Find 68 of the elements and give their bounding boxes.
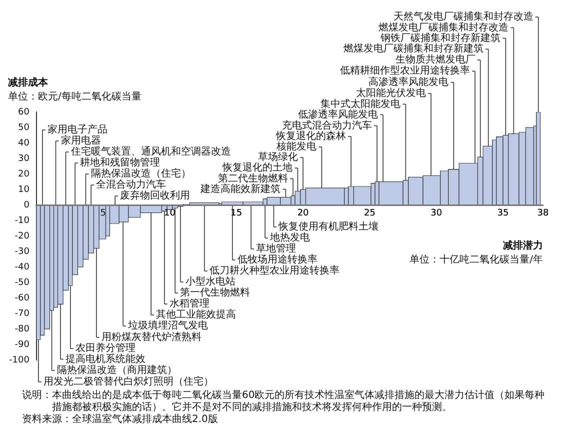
- annotation: 单位：十亿吨二氧化碳当量/年: [410, 254, 543, 266]
- annotation: 隔热保温改造（住宅）: [90, 168, 191, 180]
- annotation: 恢复使用有机肥料土壤: [278, 220, 379, 233]
- x-tick-label: 38: [537, 208, 549, 219]
- annotation: 恢复退化的土地: [222, 162, 293, 174]
- annotation: 家用电器: [60, 134, 101, 147]
- annotation: 建造高能效新建筑: [200, 182, 281, 195]
- annotation: 用发光二极管替代白炽灯照明（住宅）: [43, 375, 214, 388]
- annotation: 恢复退化的森林: [275, 130, 346, 142]
- annotation: 耕地和残留物管理: [80, 156, 160, 169]
- annotation: 水稻管理: [169, 298, 210, 310]
- annotation: 提高电机系统能效: [65, 352, 146, 365]
- annotation: 低刀耕火种型农业用途转换率: [209, 264, 340, 277]
- annotation: 天然气发电厂碳捕集和封存改造: [393, 10, 534, 23]
- annotation: 用粉煤灰替代炉渣熟料: [101, 330, 202, 343]
- annotation: 住宅暖气装置、通风机和空调器改造: [70, 146, 231, 158]
- y-tick-label: 20: [18, 169, 30, 180]
- y-tick-label: 10: [18, 184, 30, 195]
- annotation: 第二代生物燃料: [218, 172, 288, 184]
- annotation: 其他工业能效提高: [156, 308, 236, 321]
- y-tick-label: -90: [14, 340, 30, 350]
- x-tick-label: 5: [100, 208, 106, 219]
- x-axis-title: 减排潜力: [503, 240, 543, 252]
- y-tick-label: -80: [14, 324, 30, 334]
- text: 资料来源：全球温室气体减排成本曲线2.0版: [22, 414, 219, 426]
- y-tick-label: 50: [18, 122, 30, 133]
- annotation: 垃圾填埋沼气发电: [127, 320, 208, 332]
- y-tick-label: -30: [14, 246, 30, 257]
- y-tick-label: -60: [14, 293, 30, 304]
- annotation: 低牧场用途转换率: [237, 254, 318, 266]
- annotation: 生物质共燃发电厂: [395, 54, 476, 66]
- annotation: 低渗透率风能发电: [298, 108, 378, 120]
- y-tick-label: -10: [14, 216, 30, 226]
- annotation: 太阳能光伏发电: [356, 87, 426, 100]
- annotation: 钢铁厂碳捕集和封存新建筑: [380, 32, 501, 44]
- annotation: 第一代生物燃料: [180, 286, 250, 299]
- y-tick-label: 30: [18, 154, 30, 164]
- annotation: 充电式混合动力汽车: [282, 119, 372, 132]
- annotation: 全混合动力汽车: [96, 178, 166, 191]
- annotation: 地热发电: [269, 232, 310, 244]
- x-tick-label: 20: [297, 208, 310, 219]
- annotation: 隔热保温改造（商用建筑）: [56, 364, 177, 376]
- annotation: 小型水电站: [185, 276, 236, 288]
- text: 单位：欧元/每吨二氧化碳当量: [8, 90, 142, 103]
- y-axis-title: 减排成本: [8, 76, 49, 89]
- annotation: 集中式太阳能发电: [320, 98, 401, 110]
- annotation: 燃煤发电厂碳捕集和封存新建筑: [343, 42, 484, 55]
- annotation: 核能发电: [276, 140, 317, 153]
- y-tick-label: -100: [8, 355, 30, 366]
- x-tick-label: 35: [497, 208, 509, 219]
- annotation: 农田养分管理: [75, 342, 136, 354]
- y-tick-label: 40: [18, 138, 30, 148]
- y-tick-label: -50: [14, 278, 30, 288]
- text: 说明：本曲线给出的是成本低于每吨二氧化碳当量60欧元的所有技术性温室气体减排措施的最大潜力估计值（如果每种措施都被积极实施的话）。它并不是对不同的减排措施和技术将发挥何种作用的一种预测。: [22, 390, 546, 414]
- y-tick-label: 60: [18, 107, 30, 118]
- annotation: 燃煤发电厂碳捕集和封存改造: [378, 21, 509, 34]
- annotation: 家用电子产品: [47, 124, 108, 136]
- y-tick-label: 0: [24, 200, 30, 210]
- y-tick-label: -20: [14, 231, 30, 242]
- annotation: 低精耕细作型农业用途转换率: [340, 64, 470, 77]
- y-tick-label: -70: [14, 308, 30, 319]
- annotation: 废弃物回收利用: [120, 190, 190, 202]
- annotation: 草地管理: [256, 242, 296, 255]
- annotation: 草场绿化: [258, 151, 298, 164]
- x-tick-label: 25: [364, 208, 376, 219]
- x-tick-label: 30: [430, 208, 442, 219]
- annotation: 高渗透率风能发电: [368, 76, 449, 88]
- y-tick-label: -40: [14, 262, 30, 272]
